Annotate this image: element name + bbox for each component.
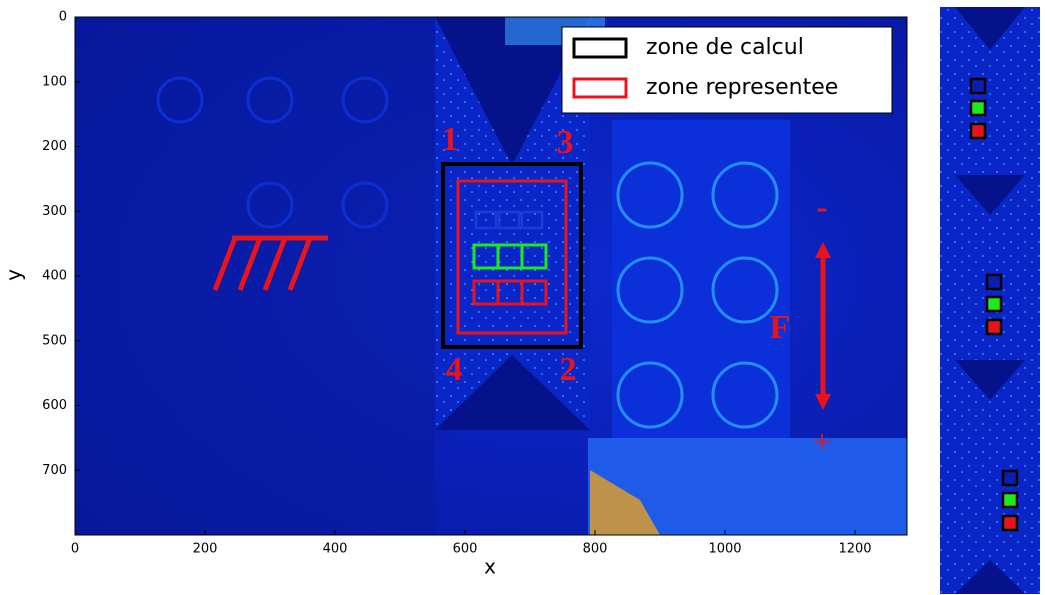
y-tick-label: 200 (42, 139, 67, 154)
x-tick-label: 800 (583, 542, 608, 557)
x-tick-label: 1200 (838, 542, 871, 557)
y-tick-label: 600 (42, 398, 67, 413)
annotation: 2 (560, 351, 577, 388)
legend-swatch (572, 77, 628, 99)
annotation: - (816, 189, 827, 226)
x-tick-label: 400 (323, 542, 348, 557)
overlay (212, 162, 831, 410)
legend-label: zone de calcul (646, 35, 804, 60)
y-tick-label: 100 (42, 74, 67, 89)
y-tick-label: 300 (42, 204, 67, 219)
annotation: F (770, 309, 791, 346)
y-tick-label: 0 (59, 10, 67, 25)
annotation: + (812, 424, 831, 461)
x-axis-label: x (484, 555, 496, 579)
x-tick-label: 1000 (708, 542, 741, 557)
x-tick-label: 200 (193, 542, 218, 557)
legend: zone de calcul zone representee (561, 26, 893, 114)
annotation: 3 (557, 124, 574, 161)
legend-label: zone representee (646, 75, 838, 100)
y-axis-label: y (2, 269, 26, 281)
x-tick-label: 0 (71, 542, 79, 557)
y-tick-label: 700 (42, 463, 67, 478)
annotation: 4 (446, 351, 463, 388)
annotation: 1 (442, 121, 459, 158)
legend-swatch (572, 37, 628, 59)
x-tick-label: 600 (453, 542, 478, 557)
side-panel (940, 7, 1040, 594)
y-tick-label: 500 (42, 333, 67, 348)
y-tick-label: 400 (42, 269, 67, 284)
